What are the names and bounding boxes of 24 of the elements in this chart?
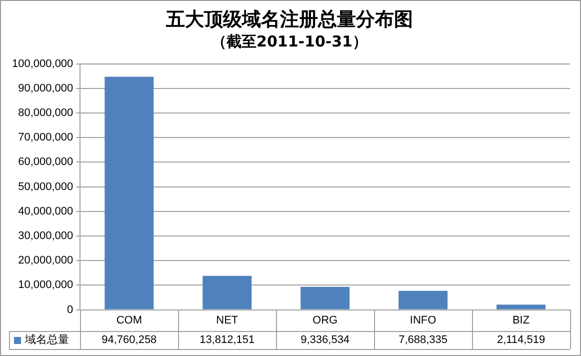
y-tick-label: 100,000,000 [12, 58, 74, 70]
data-label: 13,812,151 [200, 334, 255, 346]
y-tick-label: 70,000,000 [18, 132, 74, 144]
y-tick-label: 50,000,000 [18, 180, 74, 193]
y-tick-label: 30,000,000 [18, 230, 74, 242]
data-label: 9,336,534 [300, 334, 350, 346]
x-tick-label: ORG [312, 314, 338, 326]
x-tick-label: NET [216, 314, 238, 326]
chart-title: 五大顶级域名注册总量分布图 [165, 8, 413, 30]
data-label: 7,688,335 [398, 334, 448, 346]
y-tick-label: 20,000,000 [18, 254, 74, 267]
chart-subtitle: （截至2011-10-31） [212, 32, 368, 51]
y-tick-label: 80,000,000 [18, 107, 74, 120]
y-tick-label: 0 [67, 304, 74, 316]
x-tick-label: BIZ [512, 314, 530, 326]
y-tick-label: 60,000,000 [18, 156, 74, 168]
data-label: 94,760,258 [102, 334, 157, 346]
x-tick-label: INFO [410, 314, 437, 326]
data-label: 2,114,519 [496, 334, 546, 346]
y-tick-label: 90,000,000 [18, 82, 74, 94]
y-tick-label: 10,000,000 [18, 279, 74, 292]
legend-label: 域名总量 [24, 333, 69, 346]
x-tick-label: COM [116, 314, 142, 326]
y-tick-label: 40,000,000 [18, 205, 74, 218]
